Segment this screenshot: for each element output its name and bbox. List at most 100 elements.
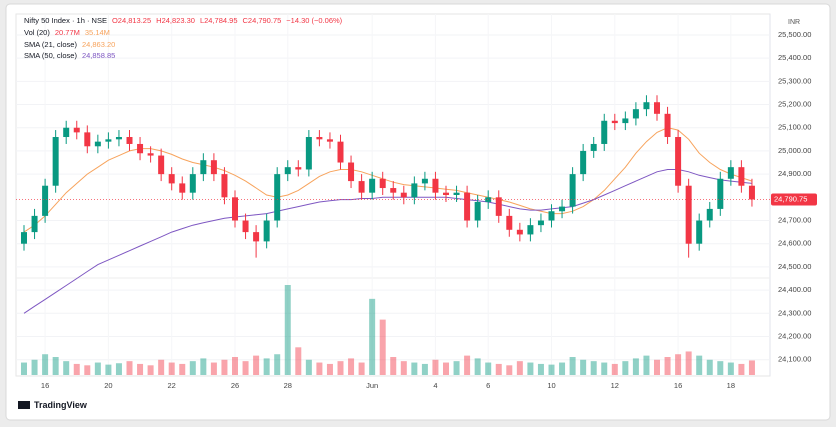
- volume-bar: [432, 359, 439, 375]
- candle-body: [590, 143, 597, 151]
- legend-text: Nifty 50 Index · 1h · NSE: [24, 16, 107, 25]
- candle-body: [495, 197, 502, 216]
- sma-line: [23, 127, 753, 233]
- volume-bar: [263, 358, 270, 375]
- candle-body: [632, 109, 639, 119]
- volume-bar: [326, 363, 333, 375]
- volume-bar: [105, 364, 112, 375]
- volume-bar: [485, 362, 492, 375]
- candle-body: [548, 211, 555, 221]
- volume-bar: [559, 362, 566, 375]
- candle-body: [31, 215, 38, 233]
- candle-body: [443, 192, 449, 195]
- volume-bar: [421, 363, 428, 375]
- candle-body: [601, 120, 608, 144]
- volume-bar: [611, 363, 618, 375]
- candle-body: [696, 220, 703, 244]
- x-tick-label: 26: [231, 381, 239, 390]
- candle-body: [685, 185, 692, 244]
- legend-text: O24,813.25: [112, 16, 151, 25]
- volume-bar: [200, 358, 207, 375]
- candle-body: [400, 192, 407, 198]
- x-tick-label: 16: [674, 381, 682, 390]
- volume-bar: [390, 357, 397, 375]
- last-price-box: [771, 193, 817, 206]
- volume-bar: [495, 363, 502, 375]
- y-tick-label: 24,600.00: [778, 239, 811, 248]
- y-tick-label: 25,000.00: [778, 146, 811, 155]
- candle-body: [42, 185, 49, 216]
- y-tick-label: 25,200.00: [778, 100, 811, 109]
- x-tick-label: 22: [168, 381, 176, 390]
- candle-body: [295, 167, 302, 170]
- candle-body: [52, 137, 59, 186]
- candle-body: [210, 160, 217, 175]
- volume-bar: [706, 359, 713, 375]
- candle-body: [664, 113, 671, 138]
- candle-body: [559, 206, 566, 212]
- candle-body: [63, 127, 70, 138]
- volume-bar: [137, 363, 144, 375]
- volume-bar: [506, 365, 513, 375]
- volume-bar: [748, 360, 755, 375]
- candle-body: [358, 181, 365, 193]
- x-tick-label: 10: [547, 381, 555, 390]
- x-tick-label: 20: [104, 381, 112, 390]
- candle-body: [727, 167, 734, 179]
- volume-bar: [537, 363, 544, 375]
- y-tick-label: 24,200.00: [778, 331, 811, 340]
- sma-line: [23, 169, 753, 314]
- candle-body: [105, 139, 112, 142]
- volume-bar: [31, 359, 38, 375]
- volume-bar: [147, 365, 154, 375]
- candle-body: [390, 188, 397, 193]
- candle-body: [485, 197, 492, 202]
- volume-bar: [569, 357, 576, 375]
- volume-bar: [580, 359, 587, 375]
- volume-bar: [84, 365, 91, 375]
- legend-text: 24,858.85: [82, 51, 115, 60]
- candle-body: [253, 232, 260, 242]
- y-tick-label: 25,400.00: [778, 53, 811, 62]
- candle-body: [263, 220, 270, 242]
- candle-body: [516, 229, 523, 235]
- volume-bar: [221, 359, 228, 375]
- candle-body: [569, 174, 576, 207]
- candle-body: [21, 232, 27, 244]
- candle-body: [274, 174, 281, 221]
- candle-body: [348, 162, 355, 182]
- candle-body: [717, 178, 724, 209]
- volume-bar: [622, 361, 629, 375]
- x-tick-label: 12: [611, 381, 619, 390]
- candle-body: [126, 137, 133, 144]
- volume-bar: [274, 354, 281, 375]
- candle-body: [84, 132, 91, 147]
- candle-body: [337, 141, 344, 163]
- candle-body: [94, 141, 101, 147]
- candle-body: [611, 120, 618, 124]
- candle-body: [326, 139, 333, 142]
- candle-body: [580, 150, 587, 175]
- candle-body: [179, 183, 186, 193]
- legend-text: SMA (21, close): [24, 40, 77, 49]
- card: [5, 3, 831, 421]
- volume-bar: [232, 357, 238, 375]
- y-tick-label: 25,500.00: [778, 30, 811, 39]
- candle-body: [147, 153, 154, 156]
- candle-body: [474, 201, 481, 221]
- volume-bar: [643, 355, 650, 375]
- volume-bar: [464, 355, 471, 375]
- volume-bar: [664, 357, 671, 375]
- candle-body: [189, 174, 196, 193]
- x-tick-label: 16: [41, 381, 49, 390]
- volume-bar: [94, 362, 101, 375]
- candle-body: [369, 178, 376, 193]
- volume-bar: [685, 351, 692, 375]
- legend-text: H24,823.30: [156, 16, 195, 25]
- volume-bar: [369, 298, 376, 375]
- volume-bar: [443, 362, 449, 375]
- y-tick-label: 24,100.00: [778, 355, 811, 364]
- volume-bar: [453, 361, 460, 375]
- volume-bar: [126, 361, 133, 375]
